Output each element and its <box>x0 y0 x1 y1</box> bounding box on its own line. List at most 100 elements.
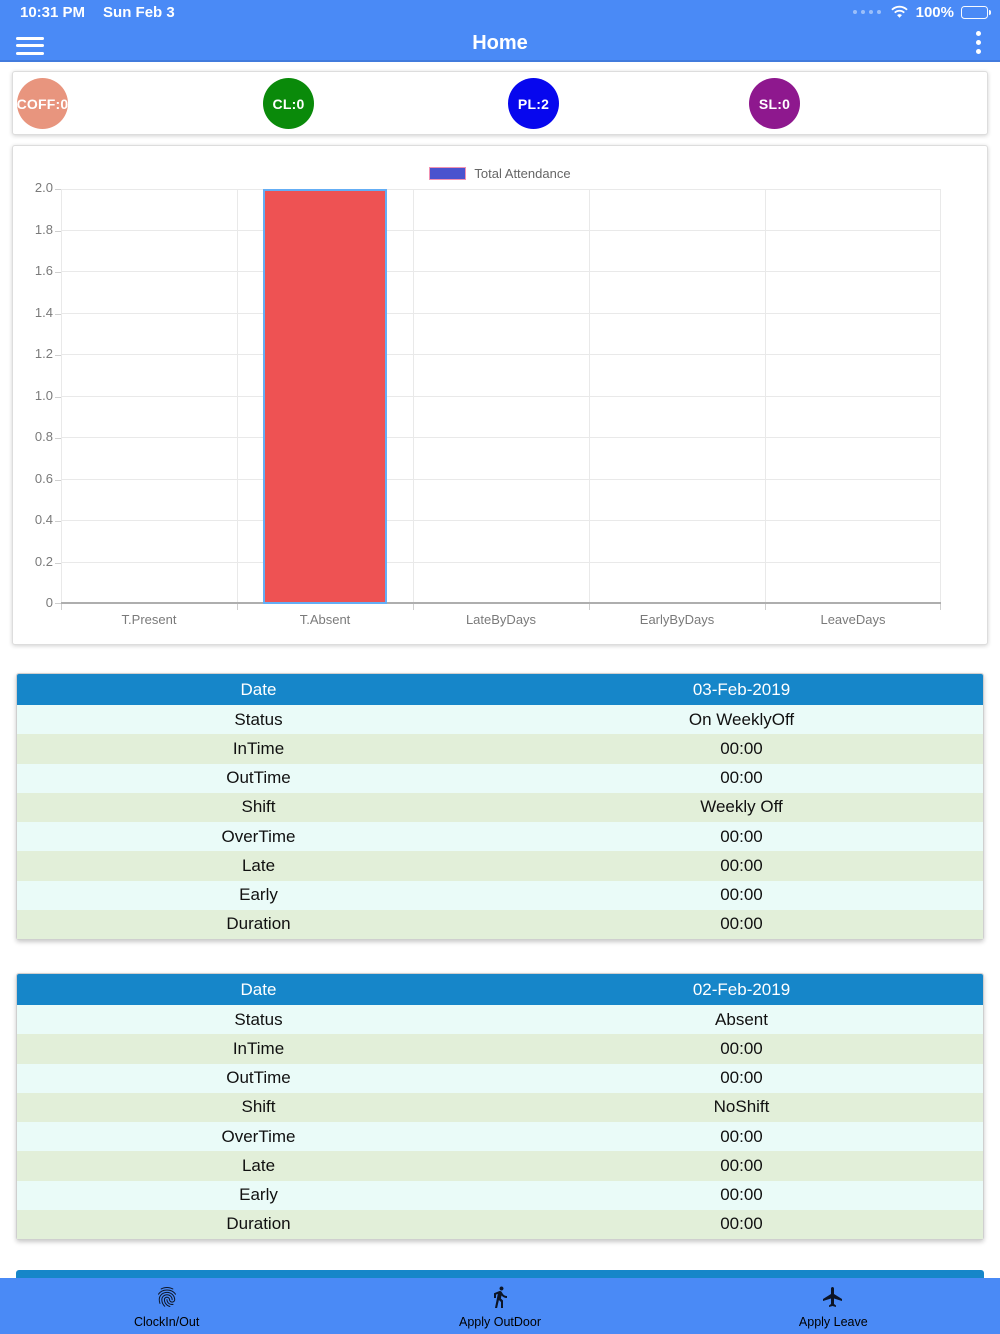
row-value: Absent <box>715 1009 768 1029</box>
y-tick-label: 2.0 <box>34 180 53 195</box>
header-label: Date <box>240 979 277 999</box>
gridline <box>61 189 62 604</box>
table-row: Duration 00:00 <box>17 1209 983 1239</box>
leave-balance-card: COFF:0 CL:0 PL:2 SL:0 <box>12 71 988 135</box>
chart-xlabels: T.Present T.Absent LateByDays EarlyByDays Le… <box>61 612 941 632</box>
y-tick-mark <box>55 562 61 564</box>
nav-apply-leave-label: Apply Leave <box>798 1315 868 1329</box>
gridline <box>589 189 590 604</box>
gridline <box>61 312 941 314</box>
badge-sl[interactable]: SL:0 <box>749 78 800 129</box>
row-label: OverTime <box>221 1126 296 1146</box>
bar-T.Absent[interactable] <box>263 189 387 604</box>
x-tick-label: T.Absent <box>299 612 351 627</box>
row-label: Status <box>234 709 283 729</box>
row-value: 00:00 <box>720 855 763 875</box>
row-value: 00:00 <box>720 826 763 846</box>
status-time: 10:31 PM <box>20 3 86 21</box>
table-row: OverTime 00:00 <box>17 822 983 852</box>
row-label: InTime <box>232 738 285 758</box>
table-row: Status Absent <box>17 1005 983 1035</box>
x-tick-label: EarlyByDays <box>639 612 715 627</box>
row-label: InTime <box>232 1038 285 1058</box>
table-row: Early 00:00 <box>17 880 983 910</box>
badge-cl[interactable]: CL:0 <box>263 78 314 129</box>
table-row: Duration 00:00 <box>17 909 983 939</box>
gridline <box>61 520 941 521</box>
y-tick-label: 0 <box>45 595 53 610</box>
x-axis-line <box>61 602 941 604</box>
menu-icon[interactable] <box>16 32 44 59</box>
x-tick-mark <box>589 604 590 610</box>
table-header-row: Date 03-Feb-2019 <box>17 674 983 705</box>
day-table-2: Date 02-Feb-2019 Status Absent InTime 00:00 Ou… <box>16 973 984 1240</box>
gridline <box>61 478 941 480</box>
badge-coff[interactable]: COFF:0 <box>17 78 68 129</box>
row-label: Duration <box>226 914 291 934</box>
x-tick-mark <box>413 604 414 610</box>
chart-ylabels: 0 0.2 0.4 0.6 0.8 1.0 1.2 1.4 1.6 1.8 2.0 <box>13 180 53 610</box>
gridline <box>61 437 941 438</box>
table-row: InTime 00:00 <box>17 1034 983 1064</box>
gridline <box>237 189 238 604</box>
gridline <box>61 395 941 397</box>
row-label: Status <box>234 1009 283 1029</box>
table-row: Status On WeeklyOff <box>17 705 983 735</box>
badge-pl[interactable]: PL:2 <box>508 78 559 129</box>
row-value: 00:00 <box>720 1185 763 1205</box>
y-tick-mark <box>55 189 61 190</box>
gridline <box>61 354 941 355</box>
y-tick-label: 1.6 <box>34 263 53 278</box>
nav-apply-outdoor[interactable]: Apply OutDoor <box>333 1278 666 1334</box>
table-row: Late 00:00 <box>17 851 983 881</box>
gridline <box>61 561 941 563</box>
battery-icon <box>961 5 991 19</box>
row-value: 00:00 <box>720 1155 763 1175</box>
row-value: On WeeklyOff <box>688 709 795 729</box>
x-tick-mark <box>237 604 238 610</box>
status-date: Sun Feb 3 <box>103 3 175 21</box>
x-tick-mark <box>765 604 766 610</box>
nav-clockinout[interactable]: ClockIn/Out <box>0 1278 333 1334</box>
row-value: 00:00 <box>720 885 763 905</box>
gridline <box>940 189 941 604</box>
y-tick-label: 1.0 <box>34 387 53 403</box>
legend-swatch <box>429 167 467 180</box>
table-row: Shift Weekly Off <box>17 792 983 822</box>
row-label: Shift <box>241 797 276 817</box>
y-tick-label: 1.8 <box>34 221 53 237</box>
chart-plot <box>55 189 941 610</box>
gridline <box>413 189 414 604</box>
row-label: Shift <box>241 1097 276 1117</box>
table-row: OverTime 00:00 <box>17 1122 983 1152</box>
row-value: 00:00 <box>720 1068 763 1088</box>
row-label: OverTime <box>221 826 296 846</box>
row-label: OutTime <box>226 768 291 788</box>
row-value: 00:00 <box>720 914 763 934</box>
attendance-chart-card: Total Attendance 0 0.2 0.4 0.6 0.8 1.0 1.2 1.4 1… <box>12 145 988 645</box>
x-tick-label: LeaveDays <box>820 612 886 627</box>
y-tick-mark <box>55 438 61 439</box>
gridline <box>61 271 941 272</box>
y-tick-label: 0.8 <box>34 429 53 444</box>
battery-percent: 100% <box>915 3 954 21</box>
overflow-menu-icon[interactable] <box>968 31 988 54</box>
y-tick-label: 0.2 <box>34 553 53 569</box>
row-label: Late <box>241 855 276 875</box>
table-row: InTime 00:00 <box>17 734 983 764</box>
row-value: NoShift <box>713 1097 770 1117</box>
y-tick-mark <box>55 479 61 481</box>
walking-person-icon <box>493 1286 507 1308</box>
row-label: OutTime <box>226 1068 291 1088</box>
top-bar: 10:31 PM Sun Feb 3 100% Home <box>0 0 1000 62</box>
table-row: Early 00:00 <box>17 1180 983 1210</box>
row-value: 00:00 <box>720 768 763 788</box>
y-tick-mark <box>55 521 61 522</box>
nav-apply-outdoor-label: Apply OutDoor <box>459 1315 541 1329</box>
y-tick-label: 0.6 <box>34 470 53 486</box>
row-label: Early <box>239 1185 278 1205</box>
nav-apply-leave[interactable]: Apply Leave <box>667 1278 1000 1334</box>
y-tick-label: 1.2 <box>34 346 53 361</box>
row-label: Late <box>241 1155 276 1175</box>
